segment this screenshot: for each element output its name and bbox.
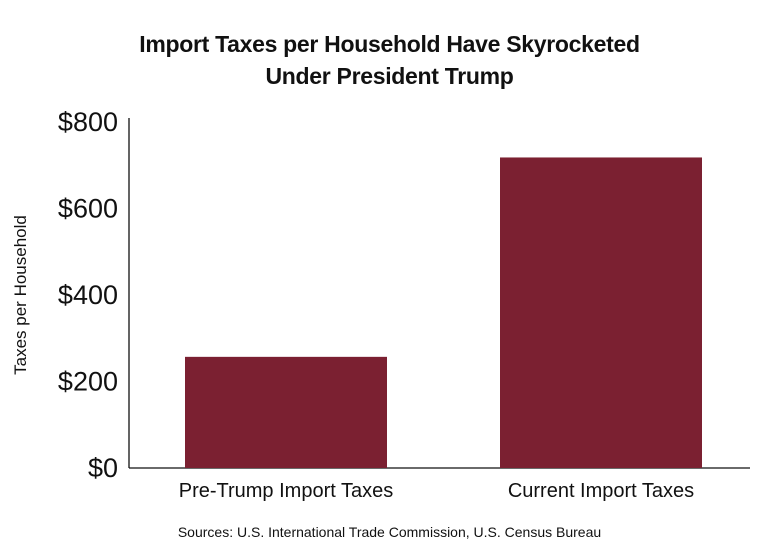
chart-title-line-1: Import Taxes per Household Have Skyrocke…	[139, 31, 640, 57]
y-tick-label: $0	[88, 453, 118, 483]
y-tick-label: $600	[58, 194, 118, 224]
y-tick-label: $800	[58, 107, 118, 137]
bar	[185, 356, 387, 468]
y-tick-label: $200	[58, 367, 118, 397]
chart-title: Import Taxes per Household Have Skyrocke…	[0, 28, 779, 92]
y-axis-label: Taxes per Household	[11, 215, 30, 375]
bar	[500, 157, 702, 468]
x-tick-label: Pre-Trump Import Taxes	[179, 480, 394, 502]
x-tick-label: Current Import Taxes	[508, 480, 694, 502]
chart-title-line-2: Under President Trump	[265, 63, 514, 89]
source-note: Sources: U.S. International Trade Commis…	[177, 524, 602, 540]
y-tick-label: $400	[58, 280, 118, 310]
